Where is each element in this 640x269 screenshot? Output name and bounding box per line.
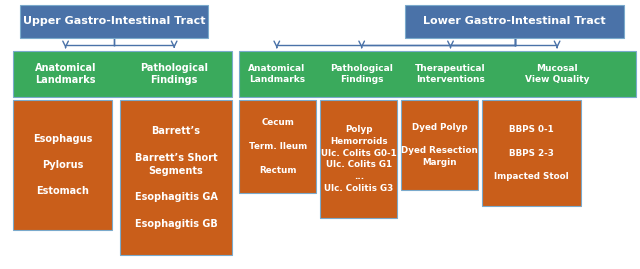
FancyBboxPatch shape [13,51,232,97]
Text: Esophagus

Pylorus

Estomach: Esophagus Pylorus Estomach [33,134,92,196]
Text: Dyed Polyp

Dyed Resection
Margin: Dyed Polyp Dyed Resection Margin [401,123,478,167]
FancyBboxPatch shape [20,5,208,38]
Text: Barrett’s

Barrett’s Short
Segments

Esophagitis GA

Esophagitis GB: Barrett’s Barrett’s Short Segments Esoph… [134,126,218,229]
FancyBboxPatch shape [13,100,112,230]
Text: Cecum

Term. Ileum

Rectum: Cecum Term. Ileum Rectum [249,118,307,175]
Text: Pathological
Findings: Pathological Findings [140,63,208,85]
Text: BBPS 0-1

BBPS 2-3

Impacted Stool: BBPS 0-1 BBPS 2-3 Impacted Stool [494,125,569,181]
Text: Upper Gastro-Intestinal Tract: Upper Gastro-Intestinal Tract [22,16,205,27]
Text: Polyp
Hemorroids
Ulc. Colits G0-1
Ulc. Colits G1
...
Ulc. Colitis G3: Polyp Hemorroids Ulc. Colits G0-1 Ulc. C… [321,125,397,193]
FancyBboxPatch shape [405,5,624,38]
Text: Therapeutical
Interventions: Therapeutical Interventions [415,64,486,84]
FancyBboxPatch shape [239,51,636,97]
Text: Lower Gastro-Intestinal Tract: Lower Gastro-Intestinal Tract [423,16,606,27]
FancyBboxPatch shape [239,100,316,193]
FancyBboxPatch shape [482,100,580,206]
Text: Mucosal
View Quality: Mucosal View Quality [525,64,589,84]
Text: Anatomical
Landmarks: Anatomical Landmarks [248,64,305,84]
FancyBboxPatch shape [120,100,232,255]
Text: Pathological
Findings: Pathological Findings [330,64,393,84]
Text: Anatomical
Landmarks: Anatomical Landmarks [35,63,97,85]
FancyBboxPatch shape [401,100,478,190]
FancyBboxPatch shape [320,100,397,218]
